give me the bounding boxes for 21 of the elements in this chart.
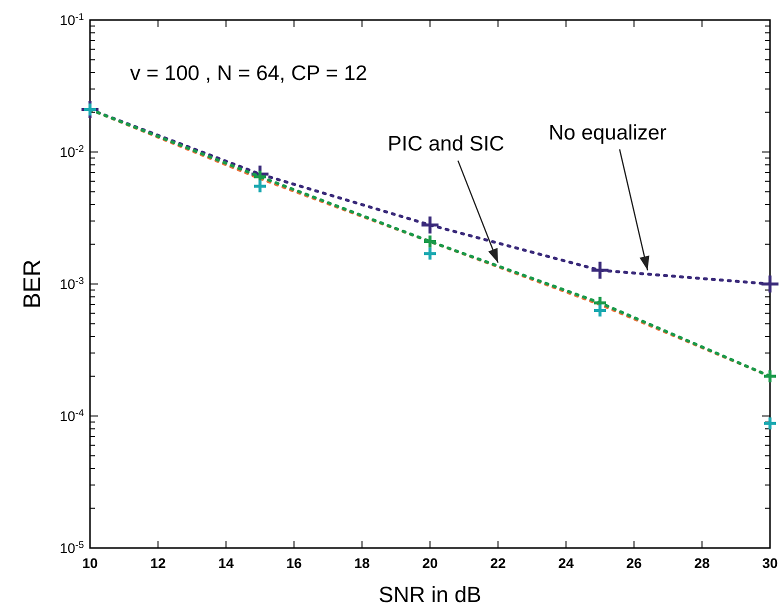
y-tick-label: 10$^{-1}$	[60, 12, 84, 28]
x-axis-title: SNR in dB	[378, 582, 482, 607]
y-axis-title: BER	[19, 259, 46, 309]
x-tick-label: 12	[150, 555, 166, 571]
x-tick-label: 18	[354, 555, 370, 571]
x-tick-label: 30	[762, 555, 778, 571]
y-tick-label: 10$^{-4}$	[60, 408, 85, 424]
y-tick-label: 10$^{-2}$	[60, 144, 84, 160]
annotation: v = 100 , N = 64, CP = 12	[130, 62, 368, 85]
x-tick-label: 16	[286, 555, 302, 571]
x-tick-label: 28	[694, 555, 710, 571]
y-tick-label: 10$^{-3}$	[60, 276, 85, 292]
x-tick-label: 24	[558, 555, 574, 571]
x-tick-label: 20	[422, 555, 438, 571]
annotation: No equalizer	[548, 121, 667, 144]
annotation: PIC and SIC	[388, 132, 504, 156]
x-tick-label: 14	[218, 555, 234, 571]
x-tick-label: 26	[626, 555, 642, 571]
x-tick-label: 10	[82, 555, 98, 571]
x-tick-label: 22	[490, 555, 506, 571]
y-tick-label: 10$^{-5}$	[60, 540, 85, 556]
